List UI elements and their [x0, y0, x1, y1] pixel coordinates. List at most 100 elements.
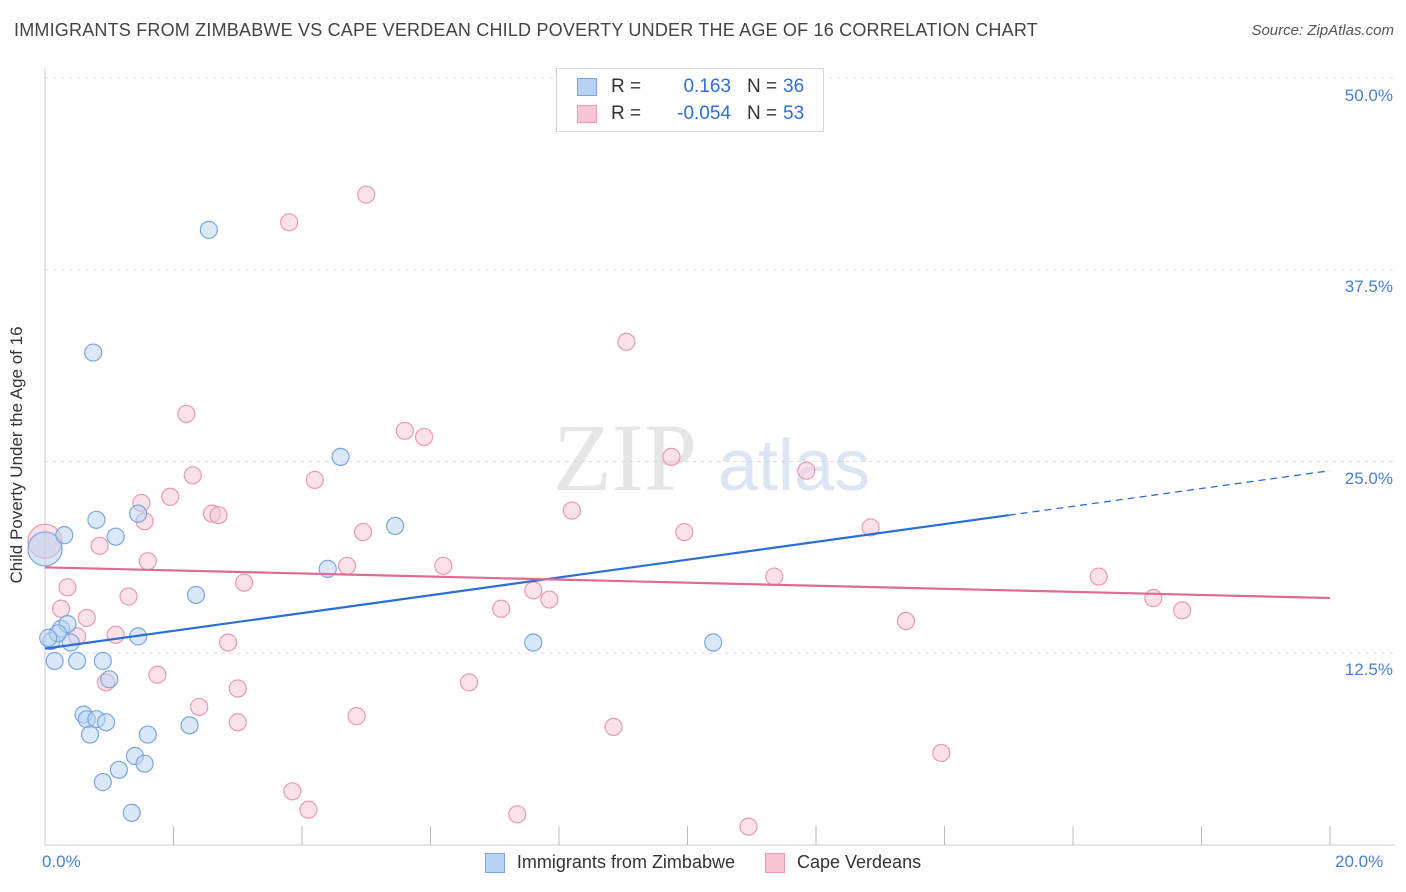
data-point-zimbabwe: [93, 773, 112, 792]
data-point-cape-verdeans: [347, 707, 366, 726]
data-point-cape-verdeans: [604, 717, 623, 736]
data-point-zimbabwe: [704, 633, 723, 652]
data-point-cape-verdeans: [209, 506, 228, 525]
legend-n-label: N =: [747, 103, 778, 124]
data-point-cape-verdeans: [896, 611, 916, 631]
legend-n-value: 36: [783, 76, 805, 97]
data-point-cape-verdeans: [90, 536, 109, 555]
data-point-cape-verdeans: [190, 697, 209, 717]
data-point-zimbabwe: [93, 651, 112, 671]
data-point-cape-verdeans: [51, 599, 71, 618]
legend-swatch-zimbabwe: [577, 78, 597, 96]
data-point-zimbabwe: [138, 725, 157, 744]
legend-r-label: R =: [611, 103, 642, 124]
trend-line-cape-verdeans: [44, 566, 1331, 600]
data-point-zimbabwe: [106, 527, 125, 546]
data-point-zimbabwe: [80, 725, 100, 744]
data-point-cape-verdeans: [337, 556, 357, 575]
data-point-cape-verdeans: [617, 332, 636, 351]
watermark: ZIP atlas: [553, 404, 870, 511]
data-point-cape-verdeans: [283, 782, 302, 801]
legend-r-value: -0.054: [677, 103, 731, 124]
data-point-zimbabwe: [129, 504, 148, 523]
data-point-cape-verdeans: [524, 581, 543, 600]
legend-row-cape-verdeans: R = -0.054 N = 53: [577, 102, 804, 126]
series-zimbabwe-points: [27, 220, 723, 822]
legend-swatch-cape-verdeans: [764, 852, 785, 873]
data-point-cape-verdeans: [739, 817, 758, 836]
data-point-cape-verdeans: [119, 587, 138, 606]
data-point-cape-verdeans: [219, 633, 238, 652]
legend-swatch-cape-verdeans: [577, 105, 597, 123]
data-point-cape-verdeans: [58, 578, 77, 597]
data-point-cape-verdeans: [540, 590, 559, 609]
y-tick-label: 25.0%: [1344, 469, 1393, 488]
data-point-cape-verdeans: [861, 518, 880, 537]
data-point-zimbabwe: [331, 447, 350, 466]
data-point-cape-verdeans: [138, 552, 157, 571]
data-point-cape-verdeans: [353, 522, 373, 542]
data-point-cape-verdeans: [675, 522, 694, 542]
data-point-cape-verdeans: [161, 487, 180, 506]
data-point-cape-verdeans: [177, 404, 196, 424]
data-point-zimbabwe: [180, 716, 199, 735]
data-point-cape-verdeans: [765, 567, 784, 586]
data-point-cape-verdeans: [280, 213, 299, 232]
legend-n-label: N =: [747, 76, 778, 97]
data-point-cape-verdeans: [508, 805, 527, 824]
data-point-zimbabwe: [122, 803, 141, 822]
source-attribution: Source: ZipAtlas.com: [1251, 22, 1394, 39]
data-point-zimbabwe: [96, 713, 116, 732]
data-point-zimbabwe: [84, 343, 103, 362]
data-point-zimbabwe: [27, 531, 63, 567]
data-point-zimbabwe: [87, 510, 106, 529]
data-point-cape-verdeans: [77, 608, 96, 628]
data-point-cape-verdeans: [434, 556, 453, 575]
legend-swatch-zimbabwe: [484, 852, 505, 873]
data-point-zimbabwe: [524, 633, 543, 652]
trend-lines: [44, 470, 1331, 650]
data-point-cape-verdeans: [228, 713, 247, 732]
data-point-cape-verdeans: [228, 679, 247, 698]
data-point-zimbabwe: [109, 760, 128, 779]
data-point-zimbabwe: [39, 628, 58, 648]
data-point-cape-verdeans: [1144, 588, 1163, 608]
data-point-cape-verdeans: [357, 185, 376, 204]
data-point-cape-verdeans: [299, 800, 318, 819]
chart-title: IMMIGRANTS FROM ZIMBABWE VS CAPE VERDEAN…: [14, 20, 1038, 40]
legend-item-cape-verdeans: Cape Verdeans: [764, 852, 922, 873]
data-point-zimbabwe: [386, 516, 405, 536]
data-point-cape-verdeans: [932, 743, 951, 763]
data-point-cape-verdeans: [148, 665, 167, 684]
gridlines: [45, 77, 1395, 654]
data-point-cape-verdeans: [183, 466, 202, 485]
x-tick-label-max: 20.0%: [1335, 852, 1384, 871]
axes: [44, 68, 1395, 846]
data-point-cape-verdeans: [305, 470, 324, 490]
legend-label-cape-verdeans: Cape Verdeans: [796, 852, 922, 872]
data-point-cape-verdeans: [562, 501, 581, 520]
data-point-cape-verdeans: [395, 421, 414, 440]
data-point-cape-verdeans: [414, 427, 434, 447]
data-point-zimbabwe: [55, 526, 74, 545]
legend-r-label: R =: [611, 76, 642, 97]
legend-row-zimbabwe: R = 0.163 N = 36: [577, 75, 804, 99]
data-point-cape-verdeans: [1173, 601, 1192, 620]
x-tick-label-min: 0.0%: [42, 852, 81, 871]
legend-item-zimbabwe: Immigrants from Zimbabwe: [484, 852, 735, 873]
trend-line-zimbabwe-extension: [1008, 470, 1331, 516]
data-point-zimbabwe: [68, 651, 87, 671]
data-point-cape-verdeans: [662, 447, 681, 466]
watermark-atlas: atlas: [718, 426, 870, 506]
correlation-legend: R = 0.163 N = 36 R = -0.054 N = 53: [556, 68, 824, 132]
data-point-zimbabwe: [45, 651, 64, 671]
legend-label-zimbabwe: Immigrants from Zimbabwe: [516, 852, 735, 872]
data-point-cape-verdeans: [797, 461, 816, 480]
y-tick-label: 12.5%: [1344, 660, 1393, 679]
trend-line-zimbabwe: [44, 514, 1009, 650]
data-point-cape-verdeans: [492, 599, 511, 618]
legend-n-value: 53: [783, 103, 805, 124]
data-point-zimbabwe: [199, 220, 218, 239]
data-point-zimbabwe: [100, 670, 119, 689]
